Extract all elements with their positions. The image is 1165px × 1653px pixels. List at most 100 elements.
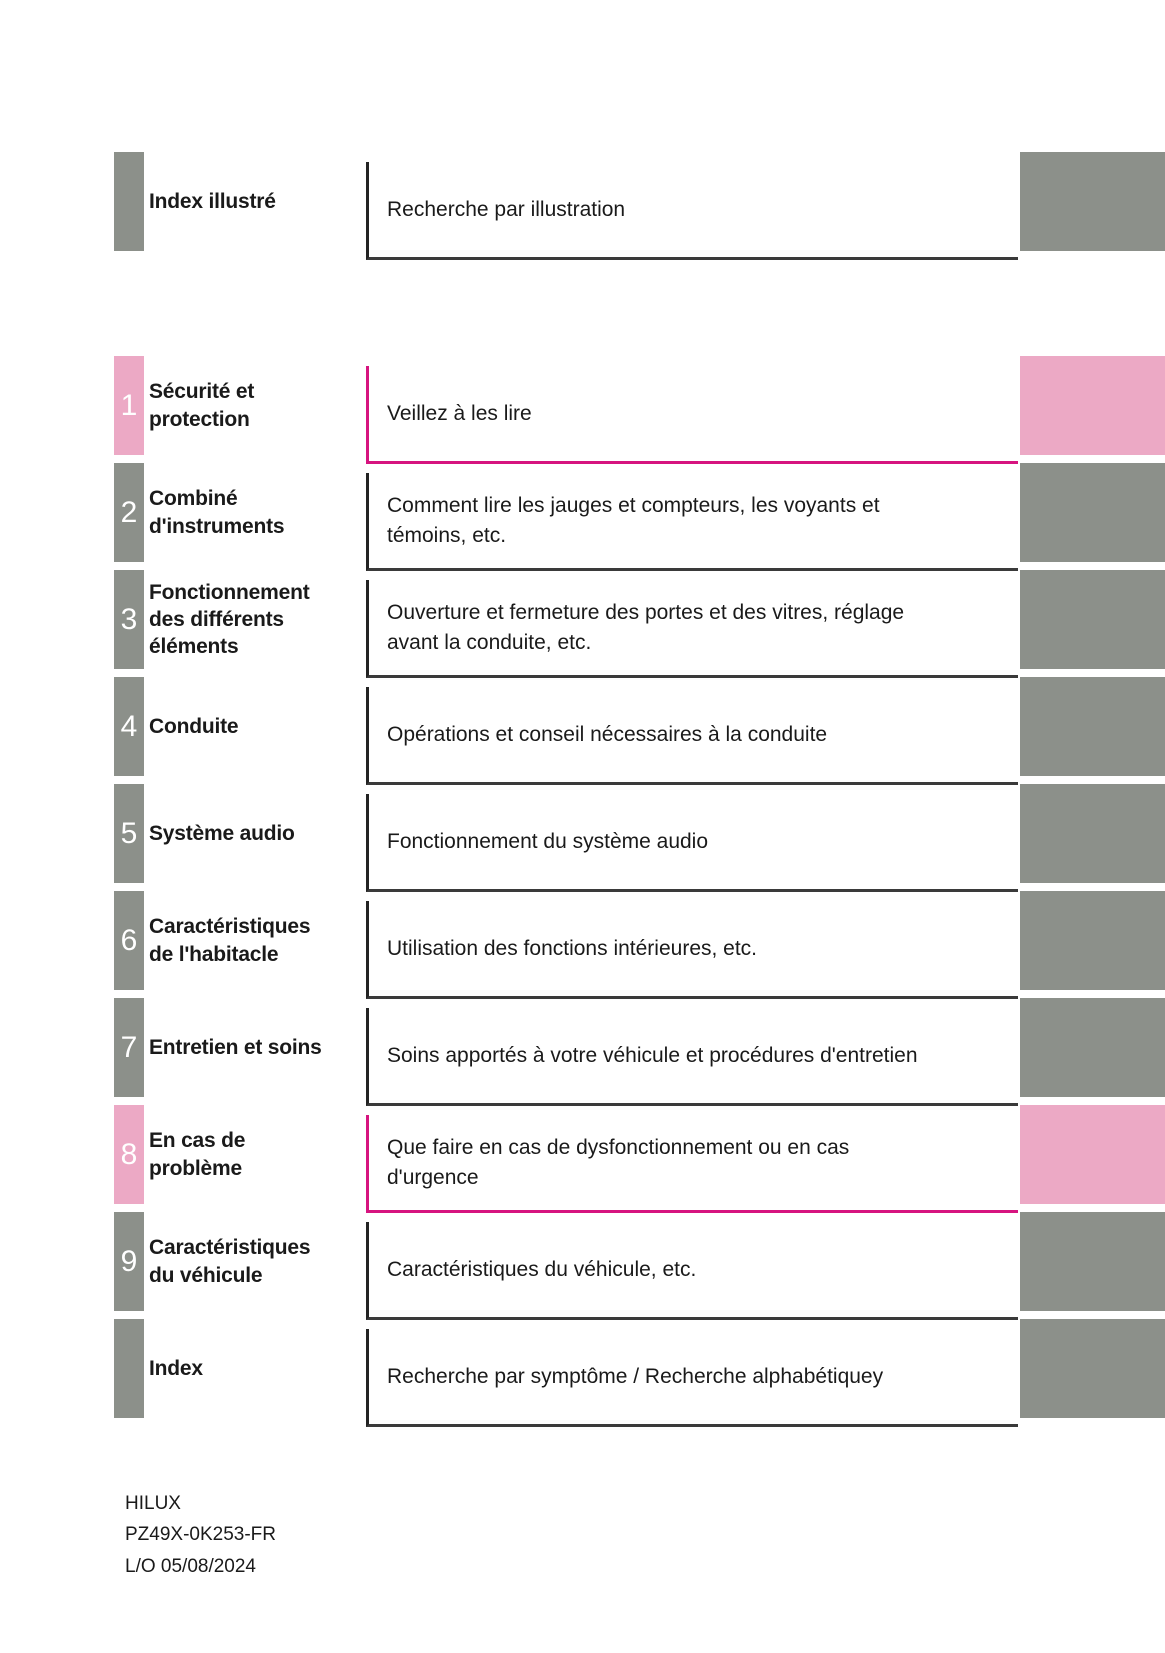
description-line: Recherche par symptôme / Recherche alpha… (387, 1364, 884, 1388)
title-line: Caractéristiques (149, 915, 311, 939)
section-number: 3 (120, 602, 138, 636)
footer: HILUX PZ49X-0K253-FR L/O 05/08/2024 (125, 1488, 276, 1582)
toc-row-conduite: 4 Conduite Opérations et conseil nécessa… (0, 677, 1165, 785)
description-line: Veillez à les lire (387, 401, 532, 425)
footer-model-name: HILUX (125, 1493, 181, 1514)
section-title: Caractéristiques du véhicule (149, 1212, 364, 1311)
section-description-box: Caractéristiques du véhicule, etc. (366, 1222, 1018, 1320)
title-line: Combiné (149, 487, 238, 511)
description-line: Comment lire les jauges et compteurs, le… (387, 493, 880, 517)
section-tab: 7 (114, 998, 144, 1097)
title-line: Caractéristiques (149, 1236, 311, 1260)
title-line: protection (149, 407, 250, 431)
section-number: 8 (120, 1137, 138, 1171)
section-title: Caractéristiques de l'habitacle (149, 891, 364, 990)
section-color-block (1020, 1105, 1165, 1204)
section-tab: 4 (114, 677, 144, 776)
section-title: Conduite (149, 677, 364, 776)
section-title: Sécurité et protection (149, 356, 364, 455)
toc-row-index: Index Recherche par symptôme / Recherche… (0, 1319, 1165, 1427)
description-line: Recherche par illustration (387, 197, 626, 221)
section-number: 9 (120, 1244, 138, 1278)
section-number: 2 (120, 495, 138, 529)
section-color-block (1020, 356, 1165, 455)
section-number: 4 (120, 709, 138, 743)
description-line: Caractéristiques du véhicule, etc. (387, 1257, 697, 1281)
section-tab: 6 (114, 891, 144, 990)
section-number: 5 (120, 816, 138, 850)
title-line: Index (149, 1356, 203, 1380)
section-number: 6 (120, 923, 138, 957)
description-line: Fonctionnement du système audio (387, 829, 709, 853)
title-line: du véhicule (149, 1263, 263, 1287)
section-title: Fonctionnement des différents éléments (149, 570, 364, 669)
footer-layout-date: L/O 05/08/2024 (125, 1555, 256, 1577)
section-description-box: Ouverture et fermeture des portes et des… (366, 580, 1018, 678)
section-title: En cas de problème (149, 1105, 364, 1204)
section-color-block (1020, 463, 1165, 562)
toc-row-entretien-et-soins: 7 Entretien et soins Soins apportés à vo… (0, 998, 1165, 1106)
section-title: Index (149, 1319, 364, 1418)
description-line: Ouverture et fermeture des portes et des… (387, 600, 905, 624)
title-line: Sécurité et (149, 380, 255, 404)
section-title: Système audio (149, 784, 364, 883)
title-line: éléments (149, 635, 239, 659)
toc-row-combine-instruments: 2 Combiné d'instruments Comment lire les… (0, 463, 1165, 571)
section-color-block (1020, 152, 1165, 251)
section-description-box: Recherche par illustration (366, 162, 1018, 260)
title-line: des différents (149, 607, 284, 631)
section-tab: 5 (114, 784, 144, 883)
section-color-block (1020, 570, 1165, 669)
section-tab: 9 (114, 1212, 144, 1311)
title-line: Conduite (149, 714, 239, 738)
toc-row-securite-et-protection: 1 Sécurité et protection Veillez à les l… (0, 356, 1165, 464)
section-color-block (1020, 677, 1165, 776)
title-line: En cas de (149, 1129, 246, 1153)
footer-part-number: PZ49X-0K253-FR (125, 1524, 277, 1546)
toc-row-caracteristiques-habitacle: 6 Caractéristiques de l'habitacle Utilis… (0, 891, 1165, 999)
description-line: Opérations et conseil nécessaires à la c… (387, 722, 828, 746)
section-title: Combiné d'instruments (149, 463, 364, 562)
toc-row-fonctionnement-elements: 3 Fonctionnement des différents éléments… (0, 570, 1165, 678)
section-title: Index illustré (149, 152, 364, 251)
title-line: Entretien et soins (149, 1035, 322, 1059)
toc-row-systeme-audio: 5 Système audio Fonctionnement du systèm… (0, 784, 1165, 892)
section-color-block (1020, 891, 1165, 990)
title-line: Index illustré (149, 189, 276, 213)
title-line: de l'habitacle (149, 942, 279, 966)
section-description-box: Utilisation des fonctions intérieures, e… (366, 901, 1018, 999)
section-tab: 3 (114, 570, 144, 669)
section-tab (114, 152, 144, 251)
section-tab: 2 (114, 463, 144, 562)
description-line: Utilisation des fonctions intérieures, e… (387, 936, 758, 960)
section-color-block (1020, 1212, 1165, 1311)
section-number: 1 (120, 388, 138, 422)
section-color-block (1020, 1319, 1165, 1418)
section-description-box: Opérations et conseil nécessaires à la c… (366, 687, 1018, 785)
toc-row-index-illustre: Index illustré Recherche par illustratio… (0, 152, 1165, 260)
section-description-box: Veillez à les lire (366, 366, 1018, 464)
section-number: 7 (120, 1030, 138, 1064)
section-color-block (1020, 784, 1165, 883)
toc-row-en-cas-de-probleme: 8 En cas de problème Que faire en cas de… (0, 1105, 1165, 1213)
section-color-block (1020, 998, 1165, 1097)
section-description-box: Soins apportés à votre véhicule et procé… (366, 1008, 1018, 1106)
section-description-box: Comment lire les jauges et compteurs, le… (366, 473, 1018, 571)
title-line: Fonctionnement (149, 580, 310, 604)
section-description-box: Fonctionnement du système audio (366, 794, 1018, 892)
section-tab: 8 (114, 1105, 144, 1204)
description-line: d'urgence (387, 1165, 479, 1189)
section-description-box: Que faire en cas de dysfonctionnement ou… (366, 1115, 1018, 1213)
title-line: Système audio (149, 821, 295, 845)
description-line: témoins, etc. (387, 523, 507, 547)
section-tab (114, 1319, 144, 1418)
section-tab: 1 (114, 356, 144, 455)
section-description-box: Recherche par symptôme / Recherche alpha… (366, 1329, 1018, 1427)
title-line: d'instruments (149, 514, 285, 538)
description-line: avant la conduite, etc. (387, 630, 592, 654)
description-line: Soins apportés à votre véhicule et procé… (387, 1043, 918, 1067)
title-line: problème (149, 1156, 242, 1180)
description-line: Que faire en cas de dysfonctionnement ou… (387, 1135, 850, 1159)
toc-row-caracteristiques-vehicule: 9 Caractéristiques du véhicule Caractéri… (0, 1212, 1165, 1320)
